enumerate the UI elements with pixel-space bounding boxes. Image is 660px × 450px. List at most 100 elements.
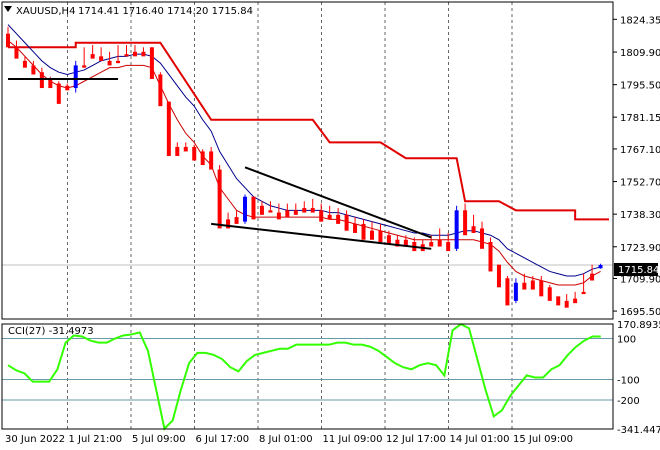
candle-body [234,217,239,224]
candle-body [573,298,578,304]
candle-body [124,54,129,57]
cci-y-tick-label: -100 [617,376,640,387]
y-tick-label: 1809.90 [620,48,660,59]
y-tick-label: 1824.35 [620,15,660,26]
candle-body [276,212,281,220]
cci-header-label: CCI(27) -31.4973 [8,326,94,337]
current-price-tag: 1715.84 [614,263,659,276]
candle-body [361,223,366,240]
y-tick-label: 1695.50 [620,307,660,318]
candle-body [446,242,451,252]
candle-body [505,278,510,306]
x-tick-label: 1 Jul 21:00 [69,434,123,445]
candle-body [310,208,315,213]
y-tick-label: 1709.90 [620,274,660,285]
candle-body [488,242,493,272]
candle-body [369,230,374,240]
grid [2,2,613,429]
candle-body [99,56,104,61]
candle-body [319,210,324,222]
current-price-value: 1715.84 [618,265,659,276]
cci-panel-frame [1,323,614,430]
candle-body [547,287,552,301]
candle-body [183,146,188,152]
x-tick-label: 12 Jul 17:00 [386,434,446,445]
candle-body [344,214,349,231]
candle-body [336,214,341,224]
candle-body [353,223,358,233]
candle-body [522,282,527,290]
price-plot [6,24,609,308]
candle-body [116,60,121,64]
candle-body [556,296,561,306]
candle-body [429,242,434,247]
y-tick-label: 1795.50 [620,81,660,92]
candle-body [590,273,595,281]
candle-body [73,65,78,89]
candle-body [259,205,264,215]
candle-body [293,210,298,215]
candle-body [217,169,222,229]
candle-body [31,65,36,75]
candle-body [82,65,87,68]
candle-body [480,228,485,249]
price-panel-frame [1,1,614,320]
candle-body [403,239,408,247]
candle-body [386,235,391,245]
envelope-line [8,41,609,221]
candle-body [463,210,468,236]
candle-body [539,280,544,297]
candle-body [90,54,95,59]
candle-body [564,300,569,308]
trendline [211,222,432,250]
cci-y-tick-label: -341.4479 [617,425,660,436]
candle-body [437,239,442,247]
cci-line [7,323,601,431]
candle-body [471,226,476,233]
candle-body [581,291,586,295]
candle-body [158,74,163,107]
candle-body [200,151,205,166]
y-tick-label: 1723.90 [620,243,660,254]
cci-y-tick-label: -200 [617,396,640,407]
candle-body [251,196,256,220]
candle-body [496,264,501,288]
candle-body [132,51,137,57]
candle-body [513,282,518,301]
candle-body [327,214,332,220]
candle-body [530,280,535,290]
candle-body [598,265,603,269]
ma-red-line [7,40,601,286]
x-tick-label: 30 Jun 2022 [5,434,65,445]
dropdown-triangle-icon[interactable] [4,6,12,12]
candle-body [56,83,61,104]
y-tick-label: 1752.70 [620,178,660,189]
x-tick-label: 14 Jul 01:00 [450,434,510,445]
candle-body [39,72,44,89]
trendline [244,166,432,239]
x-tick-label: 5 Jul 09:00 [132,434,186,445]
candle-body [175,146,180,156]
candle-body [14,47,19,59]
symbol-label: XAUUSD,H4 [16,6,75,17]
candle-body [141,51,146,57]
x-tick-label: 6 Jul 17:00 [196,434,250,445]
candle-body [107,60,112,66]
candle-body [149,47,154,79]
candle-body [285,210,290,218]
cci-y-tick-label: 170.8935 [617,320,660,331]
y-tick-label: 1767.10 [620,145,660,156]
chart-header: XAUUSD,H4 1714.41 1716.40 1714.20 1715.8… [4,6,253,17]
candle-body [454,210,459,249]
x-tick-label: 8 Jul 01:00 [259,434,313,445]
candle-body [22,60,27,68]
candle-body [166,101,171,156]
candle-body [268,210,273,213]
candle-body [192,146,197,161]
cci-plot [7,323,601,431]
candle-body [243,196,248,222]
candle-body [6,33,10,48]
